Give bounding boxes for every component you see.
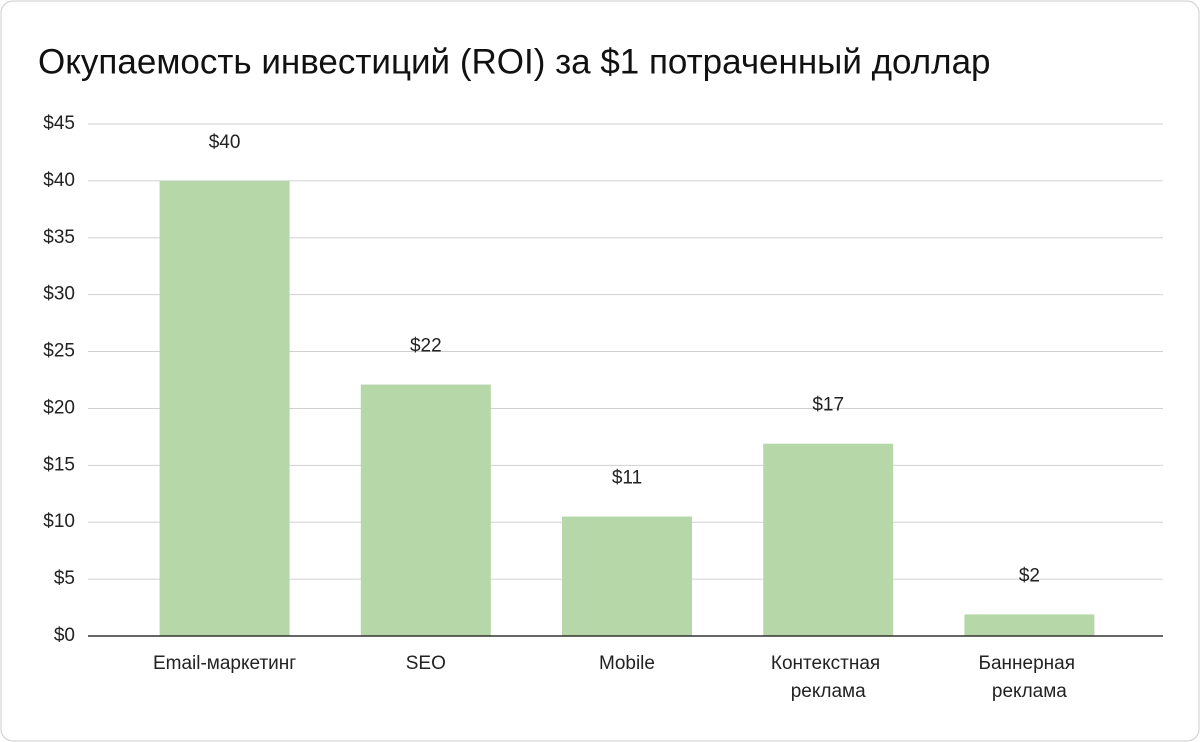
data-label: $2 — [1019, 565, 1040, 586]
bar — [360, 384, 491, 636]
y-tick-label: $45 — [43, 113, 75, 134]
y-tick-label: $40 — [43, 170, 75, 191]
y-tick-label: $25 — [43, 341, 75, 362]
bar — [562, 516, 692, 636]
data-label: $40 — [209, 132, 241, 153]
y-tick-label: $30 — [43, 284, 75, 305]
y-tick-label: $0 — [54, 625, 75, 646]
x-tick-label: Баннерная реклама — [979, 653, 1081, 702]
data-label: $22 — [410, 336, 442, 357]
data-label: $17 — [812, 395, 844, 416]
x-tick-label: Контекстная реклама — [771, 653, 886, 702]
chart-title: Окупаемость инвестиций (ROI) за $1 потра… — [38, 42, 991, 81]
x-tick-label: Mobile — [599, 653, 655, 674]
y-tick-label: $10 — [43, 511, 75, 532]
bar — [159, 180, 290, 636]
y-tick-label: $20 — [43, 397, 75, 418]
y-tick-label: $15 — [43, 454, 75, 475]
y-tick-label: $35 — [43, 227, 75, 248]
bar — [763, 443, 894, 636]
bar — [964, 614, 1095, 636]
data-label: $11 — [612, 468, 642, 489]
x-tick-label: Email-маркетинг — [153, 653, 296, 674]
y-tick-label: $5 — [54, 568, 75, 589]
x-tick-label: SEO — [406, 653, 446, 674]
